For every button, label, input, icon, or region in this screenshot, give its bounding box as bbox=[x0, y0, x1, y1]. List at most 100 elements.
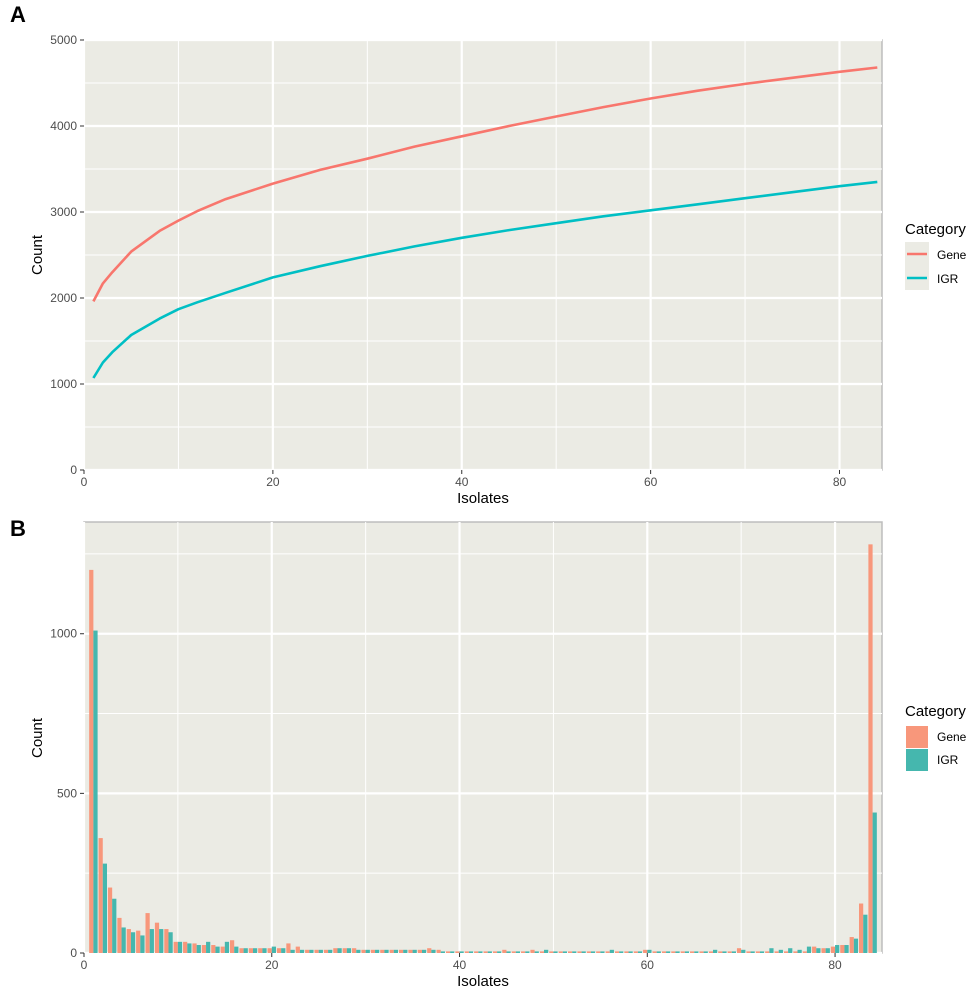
plot-a-x-tick-label: 20 bbox=[266, 475, 280, 489]
bar-gene bbox=[474, 951, 479, 953]
bar-igr bbox=[309, 949, 314, 953]
bar-gene bbox=[661, 951, 667, 953]
bar-gene bbox=[539, 951, 545, 953]
bar-igr bbox=[243, 948, 248, 953]
plot-a-x-tick-label: 60 bbox=[644, 475, 658, 489]
panel-a: A 0 20 40 60 80 0 1000 2000 3000 4000 5000 Isolat… bbox=[10, 2, 967, 507]
bar-igr bbox=[525, 951, 530, 953]
bar-gene bbox=[492, 951, 498, 953]
bar-igr bbox=[196, 945, 201, 953]
plot-a-y-tick-label: 5000 bbox=[50, 33, 77, 47]
bar-igr bbox=[816, 948, 821, 953]
plot-a-y-tick-label: 4000 bbox=[50, 119, 77, 133]
bar-gene bbox=[295, 946, 300, 953]
bar-igr bbox=[393, 949, 399, 953]
bar-gene bbox=[868, 544, 873, 953]
plot-a-y-axis-title: Count bbox=[29, 234, 46, 275]
bar-gene bbox=[333, 948, 338, 953]
plot-b-x-tick-label: 0 bbox=[81, 958, 88, 972]
bar-igr bbox=[853, 938, 859, 953]
bar-igr bbox=[497, 951, 502, 953]
bar-gene bbox=[352, 948, 357, 953]
plot-a-y-tick-label: 0 bbox=[70, 463, 77, 477]
bar-igr bbox=[544, 949, 549, 953]
bar-igr bbox=[431, 949, 436, 953]
bar-igr bbox=[872, 812, 877, 953]
bar-igr bbox=[337, 948, 342, 953]
bar-igr bbox=[628, 951, 633, 953]
bar-gene bbox=[427, 948, 432, 953]
plot-a-grid bbox=[82, 38, 882, 472]
legend-b-label-igr: IGR bbox=[937, 753, 959, 767]
bar-gene bbox=[380, 949, 385, 953]
panel-label-b: B bbox=[10, 516, 26, 541]
bar-gene bbox=[746, 951, 751, 953]
bar-igr bbox=[450, 951, 455, 953]
bar-gene bbox=[840, 945, 845, 953]
bar-igr bbox=[130, 932, 136, 953]
plot-b-x-tick-label: 60 bbox=[641, 958, 655, 972]
plot-b-legend: Category Gene IGR bbox=[905, 703, 967, 771]
bar-gene bbox=[126, 929, 131, 953]
bar-igr bbox=[506, 951, 511, 953]
bar-gene bbox=[258, 948, 263, 953]
plot-a-y-tick-label: 3000 bbox=[50, 205, 77, 219]
bar-igr bbox=[412, 949, 417, 953]
bar-gene bbox=[183, 941, 188, 953]
bar-gene bbox=[173, 941, 178, 953]
bar-gene bbox=[830, 946, 836, 953]
legend-b-key-gene bbox=[906, 726, 928, 748]
bar-gene bbox=[774, 951, 779, 953]
bar-gene bbox=[765, 951, 770, 953]
bar-gene bbox=[671, 951, 676, 953]
bar-igr bbox=[759, 951, 765, 953]
plot-a-y-tick-label: 1000 bbox=[50, 377, 77, 391]
plot-b-y-axis-title: Count bbox=[29, 717, 46, 758]
bar-gene bbox=[624, 951, 629, 953]
bar-igr bbox=[159, 929, 164, 953]
bar-gene bbox=[596, 951, 601, 953]
bar-gene bbox=[793, 951, 798, 953]
bar-gene bbox=[314, 949, 319, 953]
bar-igr bbox=[844, 945, 849, 953]
bar-igr bbox=[375, 949, 380, 953]
bar-igr bbox=[778, 949, 783, 953]
legend-a-title: Category bbox=[905, 221, 966, 238]
bar-igr bbox=[112, 898, 117, 953]
bar-gene bbox=[389, 949, 394, 953]
bar-igr bbox=[421, 949, 427, 953]
bar-gene bbox=[164, 929, 169, 953]
bar-igr bbox=[600, 951, 605, 953]
plot-b-y-tick-label: 0 bbox=[70, 946, 77, 960]
bar-igr bbox=[478, 951, 483, 953]
bar-gene bbox=[248, 948, 253, 953]
plot-a-series bbox=[92, 66, 878, 379]
bar-igr bbox=[713, 949, 718, 953]
bar-igr bbox=[572, 951, 577, 953]
bar-igr bbox=[590, 951, 596, 953]
bar-gene bbox=[558, 951, 563, 953]
plot-b-x-tick-label: 80 bbox=[828, 958, 842, 972]
panel-label-a: A bbox=[10, 2, 26, 27]
bar-gene bbox=[502, 949, 507, 953]
bar-gene bbox=[89, 569, 94, 953]
bar-igr bbox=[177, 941, 183, 953]
bar-gene bbox=[821, 948, 826, 953]
bar-gene bbox=[521, 951, 526, 953]
plot-a-x-tick-label: 40 bbox=[455, 475, 469, 489]
bar-igr bbox=[93, 630, 98, 953]
plot-a-y-tick-label: 2000 bbox=[50, 291, 77, 305]
bar-igr bbox=[534, 951, 539, 953]
bar-igr bbox=[788, 948, 793, 953]
bar-gene bbox=[849, 937, 854, 953]
bar-igr bbox=[581, 951, 586, 953]
plot-b-x-tick-label: 20 bbox=[265, 958, 279, 972]
bar-gene bbox=[305, 949, 310, 953]
bar-igr bbox=[609, 949, 614, 953]
bar-gene bbox=[727, 951, 732, 953]
bar-igr bbox=[271, 946, 276, 953]
plot-b-y-tick-label: 1000 bbox=[50, 627, 77, 641]
bar-gene bbox=[633, 951, 638, 953]
bar-igr bbox=[797, 949, 802, 953]
